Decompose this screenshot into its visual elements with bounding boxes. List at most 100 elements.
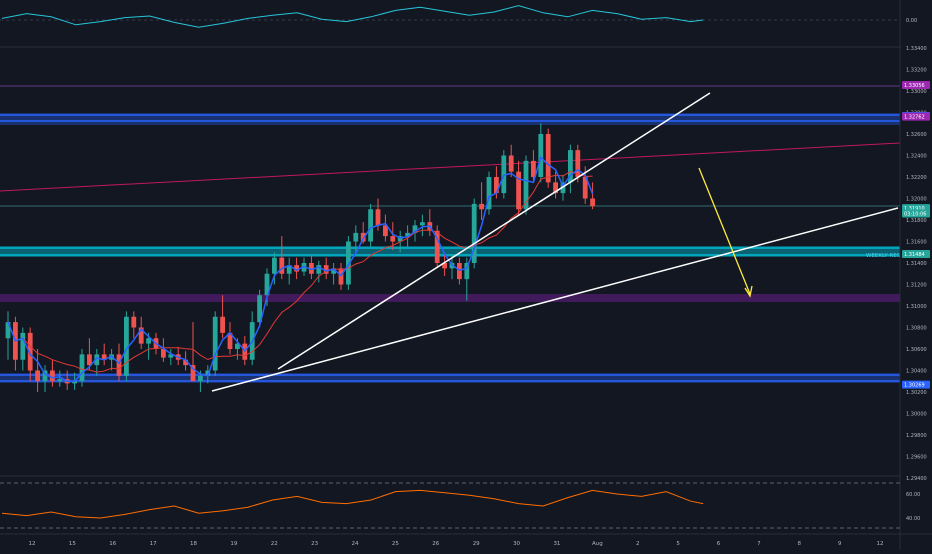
candle[interactable] — [101, 343, 107, 366]
candle[interactable] — [279, 236, 285, 280]
candle[interactable] — [575, 144, 581, 183]
candle-body — [353, 232, 359, 242]
price-tick-label: 1.30600 — [906, 347, 927, 353]
candle[interactable] — [523, 155, 529, 215]
candle[interactable] — [353, 225, 359, 253]
candle[interactable] — [323, 257, 329, 280]
time-tick-label: 5 — [676, 541, 680, 547]
candle[interactable] — [227, 322, 233, 355]
time-tick-label: 2 — [636, 541, 640, 547]
candle[interactable] — [272, 252, 277, 285]
price-badge[interactable]: 1.31484 — [902, 249, 930, 258]
upper-trendline[interactable] — [277, 92, 711, 370]
oscillator-panel[interactable] — [0, 5, 900, 28]
time-tick-label: 31 — [553, 541, 560, 547]
candles-layer[interactable] — [5, 123, 595, 392]
candle[interactable] — [286, 257, 292, 285]
candle[interactable] — [35, 349, 40, 392]
candle[interactable] — [516, 160, 521, 215]
candle[interactable] — [442, 252, 447, 276]
support-zone — [0, 373, 900, 383]
candle[interactable] — [508, 144, 514, 177]
candle[interactable] — [471, 198, 477, 269]
candle-body — [190, 365, 196, 382]
candle[interactable] — [50, 359, 55, 387]
candle-body — [553, 182, 558, 194]
candle[interactable] — [168, 349, 174, 366]
candle[interactable] — [420, 214, 425, 237]
price-badge[interactable]: 1.33056 — [902, 80, 930, 89]
candle[interactable] — [331, 263, 336, 285]
candle[interactable] — [42, 365, 48, 392]
candle[interactable] — [161, 338, 166, 362]
candle[interactable] — [5, 311, 11, 360]
drawings-layer[interactable] — [211, 92, 899, 392]
candle-body — [531, 160, 536, 177]
candle[interactable] — [220, 295, 225, 339]
candle[interactable] — [124, 311, 129, 382]
price-badge[interactable]: 1.32762 — [902, 112, 930, 121]
price-tick-label: 1.31600 — [906, 240, 927, 246]
candle[interactable] — [294, 257, 299, 280]
candle-body — [235, 343, 240, 349]
candle[interactable] — [590, 182, 595, 210]
price-badge-label: 1.32762 — [904, 115, 925, 121]
candle[interactable] — [131, 311, 137, 339]
candle-body — [575, 150, 581, 177]
candle[interactable] — [457, 257, 462, 285]
candle-body — [42, 370, 48, 382]
candle[interactable] — [531, 150, 536, 183]
candle-body — [5, 322, 11, 339]
price-badge[interactable]: 1.30269 — [902, 380, 930, 389]
candle-body — [57, 379, 63, 382]
price-badge[interactable]: 03:10:06 — [902, 209, 930, 218]
projection-arrow[interactable] — [698, 167, 751, 295]
price-badge-label: 1.31910 — [904, 206, 925, 212]
price-tick-label: 1.31000 — [906, 304, 927, 310]
candle[interactable] — [545, 128, 551, 188]
candle-body — [501, 155, 507, 194]
candle[interactable] — [501, 150, 507, 199]
candle[interactable] — [346, 236, 351, 290]
candle-body — [272, 257, 277, 274]
candle[interactable] — [316, 260, 322, 283]
oscillator-tick-label: 0.00 — [906, 18, 917, 24]
price-badge-bg — [902, 209, 930, 218]
candle[interactable] — [57, 370, 63, 387]
price-tick-label: 1.30400 — [906, 369, 927, 375]
candle[interactable] — [486, 171, 492, 215]
candle[interactable] — [138, 316, 144, 349]
price-tick-label: 1.31800 — [906, 218, 927, 224]
candle[interactable] — [212, 311, 218, 376]
time-axis[interactable]: 12 15 16 17 18 19 22 23 24 25 26 29 30 31 Aug 2 5 6 7 8 9 12 — [29, 541, 884, 547]
candle[interactable] — [383, 214, 388, 242]
candle[interactable] — [568, 144, 573, 194]
candle[interactable] — [309, 254, 314, 280]
rsi-panel[interactable] — [0, 482, 900, 529]
candle[interactable] — [190, 322, 196, 382]
candle[interactable] — [479, 182, 484, 220]
candle[interactable] — [553, 171, 558, 199]
candle-body — [316, 265, 322, 274]
candle-body — [212, 316, 218, 371]
candle[interactable] — [87, 338, 92, 371]
time-tick-label: 15 — [69, 541, 76, 547]
candle[interactable] — [20, 327, 26, 371]
candle[interactable] — [368, 203, 373, 247]
lower-trendline[interactable] — [211, 207, 899, 392]
candle[interactable] — [79, 349, 85, 387]
candle[interactable] — [257, 289, 262, 328]
candle[interactable] — [464, 257, 470, 301]
candle-body — [405, 232, 410, 237]
candle-body — [457, 263, 462, 280]
price-badge-bg — [902, 249, 930, 258]
candle-body — [390, 236, 396, 242]
candle-body — [434, 230, 440, 263]
price-axis[interactable]: 0.001.334001.332001.330001.328001.326001… — [902, 18, 930, 522]
candle-body — [479, 203, 484, 210]
candle[interactable] — [538, 123, 544, 183]
candle-body — [27, 332, 33, 371]
candle[interactable] — [94, 349, 100, 376]
